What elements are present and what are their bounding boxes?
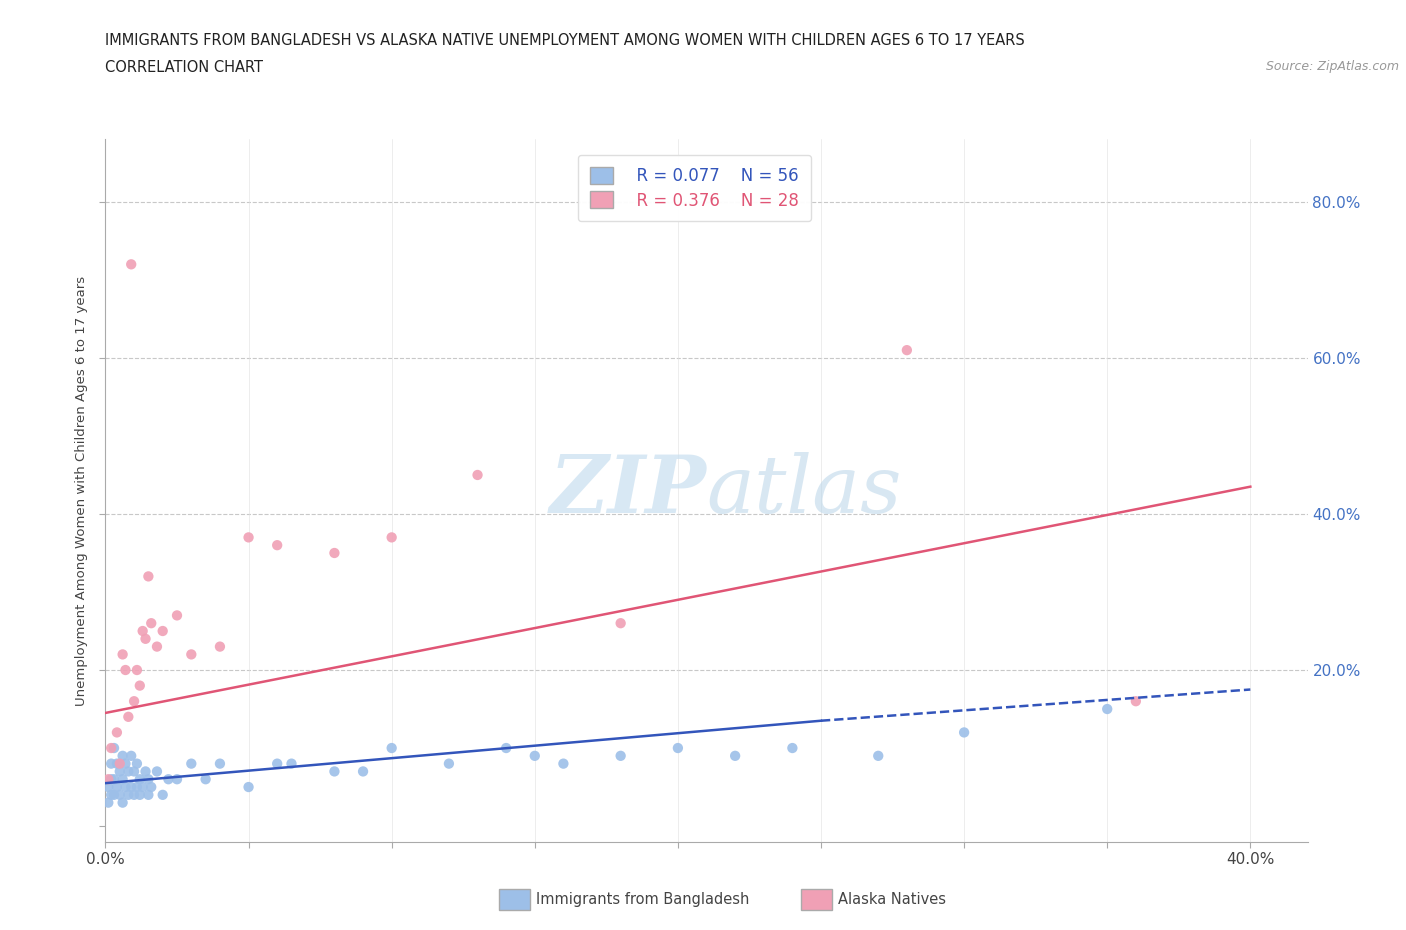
Point xyxy=(138,772,160,787)
Text: Immigrants from Bangladesh: Immigrants from Bangladesh xyxy=(536,892,749,907)
Point xyxy=(180,647,202,662)
Point xyxy=(141,779,163,794)
Point xyxy=(108,764,131,779)
Point xyxy=(166,772,188,787)
Point xyxy=(125,662,148,677)
Point xyxy=(111,749,134,764)
Point xyxy=(111,772,134,787)
Point xyxy=(180,756,202,771)
Point xyxy=(146,764,169,779)
Point xyxy=(125,779,148,794)
Point xyxy=(131,779,153,794)
Point xyxy=(1125,694,1147,709)
Point xyxy=(138,788,160,803)
Point xyxy=(122,694,145,709)
Point xyxy=(120,749,142,764)
Point xyxy=(100,772,122,787)
Point xyxy=(128,788,150,803)
Point xyxy=(114,662,136,677)
Legend:   R = 0.077    N = 56,   R = 0.376    N = 28: R = 0.077 N = 56, R = 0.376 N = 28 xyxy=(578,155,811,221)
Point xyxy=(266,538,288,552)
Point xyxy=(117,788,139,803)
Point xyxy=(100,788,122,803)
Point xyxy=(238,530,260,545)
Point xyxy=(280,756,302,771)
Point xyxy=(896,343,918,358)
Point xyxy=(111,647,134,662)
Point xyxy=(953,725,976,740)
Text: Source: ZipAtlas.com: Source: ZipAtlas.com xyxy=(1265,60,1399,73)
Point xyxy=(111,795,134,810)
Point xyxy=(152,624,174,639)
Point xyxy=(609,749,631,764)
Point xyxy=(103,740,125,755)
Point xyxy=(114,779,136,794)
Point xyxy=(125,756,148,771)
Point xyxy=(146,639,169,654)
Point xyxy=(122,764,145,779)
Point xyxy=(103,772,125,787)
Point xyxy=(135,764,157,779)
Point xyxy=(114,756,136,771)
Point xyxy=(97,779,120,794)
Point xyxy=(97,795,120,810)
Point xyxy=(100,740,122,755)
Point xyxy=(208,639,231,654)
Point xyxy=(352,764,374,779)
Point xyxy=(122,788,145,803)
Point xyxy=(97,772,120,787)
Point xyxy=(868,749,890,764)
Point xyxy=(724,749,747,764)
Point xyxy=(117,710,139,724)
Point xyxy=(467,468,489,483)
Point xyxy=(105,779,128,794)
Point xyxy=(437,756,460,771)
Point xyxy=(120,779,142,794)
Point xyxy=(523,749,546,764)
Point xyxy=(128,772,150,787)
Text: ZIP: ZIP xyxy=(550,452,707,529)
Y-axis label: Unemployment Among Women with Children Ages 6 to 17 years: Unemployment Among Women with Children A… xyxy=(75,275,89,706)
Point xyxy=(108,756,131,771)
Point xyxy=(157,772,180,787)
Point xyxy=(323,546,346,561)
Point xyxy=(103,788,125,803)
Point xyxy=(381,740,404,755)
Point xyxy=(266,756,288,771)
Text: IMMIGRANTS FROM BANGLADESH VS ALASKA NATIVE UNEMPLOYMENT AMONG WOMEN WITH CHILDR: IMMIGRANTS FROM BANGLADESH VS ALASKA NAT… xyxy=(105,33,1025,47)
Point xyxy=(208,756,231,771)
Point xyxy=(609,616,631,631)
Point xyxy=(117,764,139,779)
Point xyxy=(166,608,188,623)
Point xyxy=(100,756,122,771)
Point xyxy=(323,764,346,779)
Point xyxy=(238,779,260,794)
Point xyxy=(495,740,517,755)
Point xyxy=(141,616,163,631)
Point xyxy=(138,569,160,584)
Point xyxy=(131,624,153,639)
Point xyxy=(666,740,689,755)
Point xyxy=(108,788,131,803)
Point xyxy=(105,725,128,740)
Point xyxy=(194,772,217,787)
Point xyxy=(152,788,174,803)
Point xyxy=(135,631,157,646)
Text: atlas: atlas xyxy=(707,452,901,529)
Text: CORRELATION CHART: CORRELATION CHART xyxy=(105,60,263,75)
Point xyxy=(782,740,804,755)
Point xyxy=(553,756,575,771)
Point xyxy=(381,530,404,545)
Point xyxy=(128,678,150,693)
Text: Alaska Natives: Alaska Natives xyxy=(838,892,946,907)
Point xyxy=(105,756,128,771)
Point xyxy=(120,257,142,272)
Point xyxy=(1095,701,1118,716)
